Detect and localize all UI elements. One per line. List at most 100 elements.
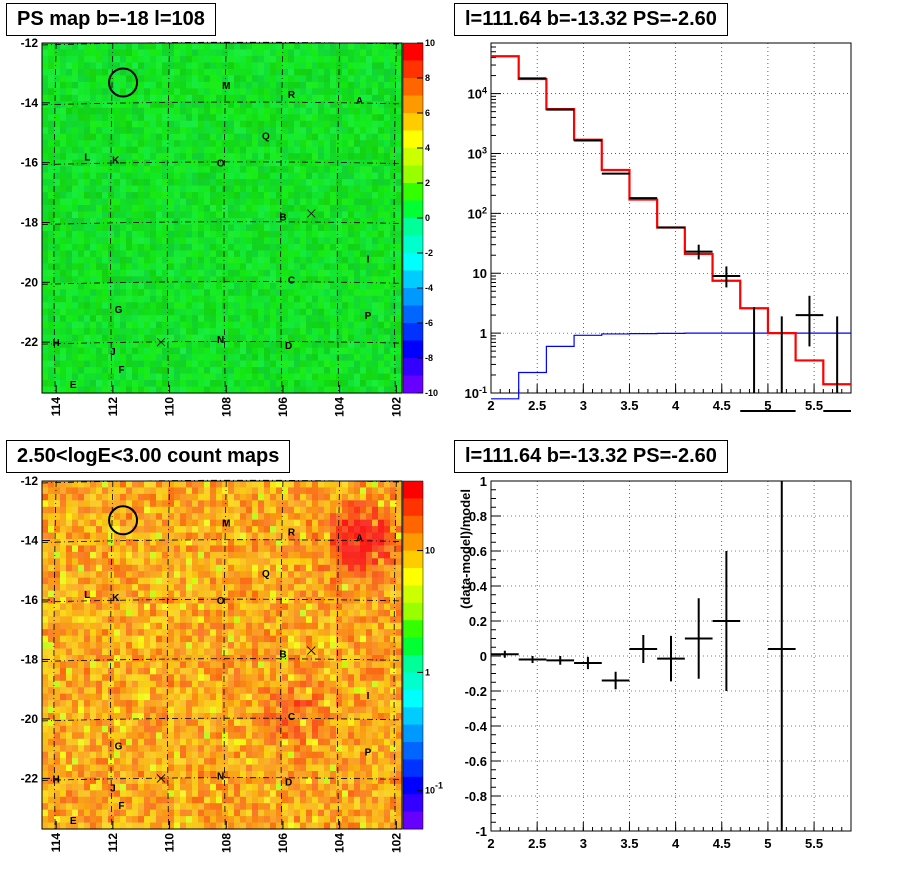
ps-map-title: PS map b=-18 l=108 (6, 3, 216, 36)
x-tick-label: 5.5 (805, 398, 823, 413)
y-tick-label: 10 (473, 266, 487, 281)
palette-cell (403, 794, 423, 813)
y-tick-label: 103 (468, 145, 487, 161)
spectrum-title: l=111.64 b=-13.32 PS=-2.60 (454, 3, 728, 36)
map-grid-line (41, 41, 403, 46)
palette-cell (403, 481, 423, 499)
palette-cell (403, 113, 423, 131)
x-tick-label: 112 (106, 397, 120, 417)
y-tick-label: 0.4 (469, 579, 488, 594)
y-tick-label: -12 (21, 36, 39, 50)
palette-cell (403, 620, 423, 639)
palette-tick-label: 10 (425, 38, 435, 48)
source-label: L (84, 153, 90, 164)
y-tick-label: 0.2 (469, 614, 487, 629)
source-cross (307, 646, 316, 655)
source-label: C (288, 275, 295, 286)
y-tick-label: -16 (21, 593, 39, 607)
x-tick-label: 2 (487, 836, 494, 851)
source-cross (156, 337, 166, 347)
map-grid-line (110, 480, 114, 830)
y-tick-label: 0.8 (469, 509, 487, 524)
palette-cell (403, 78, 423, 96)
x-tick-label: 2.5 (528, 398, 546, 413)
y-tick-label: -18 (21, 652, 39, 666)
palette-cell (403, 95, 423, 114)
x-tick-label: 3 (580, 398, 587, 413)
map-grid-line (41, 777, 403, 781)
palette-cell (403, 183, 423, 201)
source-label: I (367, 254, 370, 265)
x-tick-label: 3.5 (620, 836, 638, 851)
map-grid-line (41, 221, 403, 225)
map-grid-line (41, 598, 403, 603)
y-tick-label: -20 (21, 275, 39, 289)
source-cross (156, 774, 166, 783)
y-tick-label: -12 (21, 474, 39, 488)
map-grid-line (393, 480, 397, 830)
source-label: C (288, 712, 295, 723)
y-tick-label: -1 (475, 824, 487, 839)
palette-tick-label: -6 (425, 318, 433, 328)
x-tick-label: 110 (163, 397, 177, 417)
source-label: L (84, 590, 90, 601)
map-grid-line (336, 42, 341, 394)
palette-tick-label: 10 (425, 546, 435, 556)
map-grid-line (41, 479, 403, 484)
x-tick-label: 114 (49, 833, 63, 853)
y-tick-label: 0 (480, 649, 487, 664)
palette-cell (403, 672, 423, 691)
palette-cell (403, 585, 423, 604)
source-label: R (288, 528, 296, 539)
y-tick-label: -20 (21, 712, 39, 726)
palette-cell (403, 550, 423, 569)
x-tick-label: 3.5 (620, 398, 638, 413)
source-label: R (288, 90, 296, 101)
palette-frame (402, 480, 424, 830)
y-tick-label: 104 (468, 86, 487, 102)
source-label: A (356, 96, 363, 107)
palette-tick-label: 2 (425, 178, 430, 188)
map-grid-line (41, 281, 403, 285)
x-tick-label: 4 (672, 836, 680, 851)
map-grid-line (41, 658, 403, 662)
y-tick-label: -14 (21, 533, 39, 547)
map-grid-line (41, 101, 403, 106)
source-label: G (115, 742, 123, 753)
map-grid-line (336, 480, 341, 830)
source-label: A (356, 534, 363, 545)
y-tick-label: 1 (480, 326, 487, 341)
y-tick-label: -16 (21, 156, 39, 170)
map-grid-line (110, 42, 114, 394)
palette-cell (403, 253, 423, 271)
palette-cell (403, 655, 423, 673)
map-grid-line (41, 340, 403, 345)
palette-tick-label: 10-1 (425, 781, 443, 796)
map-grid-line (280, 480, 284, 830)
source-label: O (217, 159, 225, 170)
x-tick-label: 110 (163, 833, 177, 853)
x-tick-label: 4.5 (713, 398, 731, 413)
y-tick-label: -22 (21, 771, 39, 785)
palette-tick-label: 6 (425, 108, 430, 118)
source-label: F (118, 801, 124, 812)
y-tick-label: 102 (468, 205, 487, 221)
x-tick-label: 114 (49, 397, 63, 417)
palette-cell (403, 637, 423, 656)
x-tick-label: 4 (672, 398, 680, 413)
source-label: H (53, 774, 60, 785)
y-tick-label: -18 (21, 215, 39, 229)
x-tick-label: 102 (389, 833, 403, 853)
x-tick-label: 108 (219, 397, 233, 417)
source-label: E (70, 816, 77, 827)
palette-cell (403, 148, 423, 166)
palette-cell (403, 811, 423, 830)
source-label: P (365, 748, 372, 759)
source-cross (307, 209, 316, 218)
x-tick-label: 5 (764, 398, 771, 413)
x-tick-label: 106 (276, 833, 290, 853)
palette-cell (403, 759, 423, 778)
y-tick-label: -0.8 (465, 789, 487, 804)
y-tick-label: 10-1 (465, 385, 487, 401)
